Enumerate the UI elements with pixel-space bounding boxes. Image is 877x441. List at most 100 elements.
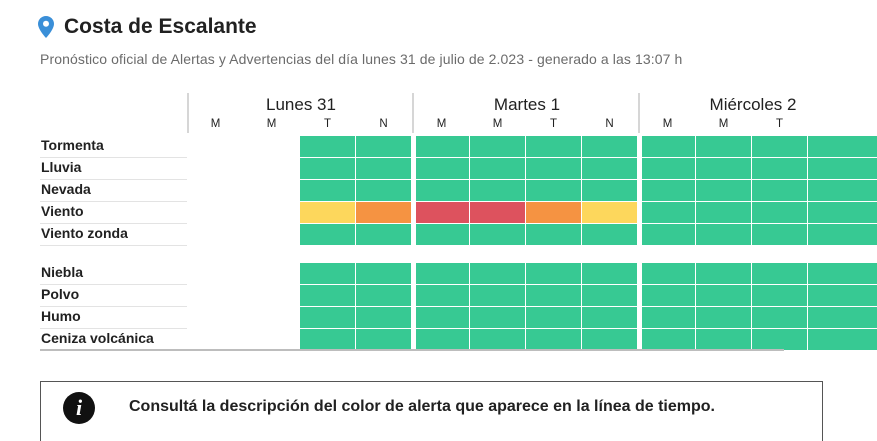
- row-label: Niebla: [41, 264, 84, 280]
- alert-cell-none: [188, 180, 243, 201]
- alert-cell-orange: [356, 202, 411, 223]
- alert-cell-green: [416, 158, 469, 179]
- period-label: M: [266, 118, 277, 130]
- alert-cell-green: [356, 263, 411, 284]
- alert-cell-green: [808, 285, 877, 306]
- alert-cell-none: [244, 224, 299, 245]
- alert-cell-green: [696, 263, 751, 284]
- day-header: Martes 1: [493, 95, 561, 114]
- alert-cell-green: [582, 285, 637, 306]
- period-label: M: [718, 118, 729, 130]
- period-label: M: [436, 118, 447, 130]
- location-pin-icon: [38, 16, 54, 38]
- alert-cell-green: [752, 285, 807, 306]
- alert-cell-green: [470, 307, 525, 328]
- alert-cell-green: [416, 285, 469, 306]
- alert-cell-green: [416, 136, 469, 157]
- alert-cell-green: [356, 158, 411, 179]
- alert-timeline-grid: Lunes 31 M M T N Martes 1 M M T N Miércoles 2 M M T To…: [40, 93, 877, 351]
- alert-cell-green: [300, 329, 355, 350]
- page-header: Costa de Escalante: [38, 13, 257, 41]
- alert-cell-none: [244, 202, 299, 223]
- row-label: Tormenta: [41, 137, 104, 153]
- alert-cell-none: [188, 158, 243, 179]
- day-separator: [187, 93, 189, 133]
- alert-cell-green: [582, 136, 637, 157]
- period-label: T: [323, 118, 332, 130]
- day-separator: [412, 93, 414, 133]
- info-notice: i Consultá la descripción del color de a…: [40, 381, 823, 441]
- alert-cell-none: [188, 224, 243, 245]
- alert-cell-none: [244, 307, 299, 328]
- alert-cell-green: [642, 158, 695, 179]
- alert-cell-green: [642, 136, 695, 157]
- alert-cell-green: [526, 136, 581, 157]
- day-header: Lunes 31: [266, 95, 336, 114]
- row-divider: [40, 245, 187, 246]
- day-separator: [638, 93, 640, 133]
- alert-cell-green: [300, 307, 355, 328]
- alert-cell-none: [244, 329, 299, 350]
- alert-cell-green: [808, 329, 877, 350]
- alert-cell-green: [356, 136, 411, 157]
- row-divider: [40, 284, 187, 285]
- alert-cell-green: [642, 307, 695, 328]
- row-label: Lluvia: [41, 159, 82, 175]
- period-label: M: [210, 118, 221, 130]
- alert-cell-green: [808, 136, 877, 157]
- alert-cell-none: [244, 158, 299, 179]
- alert-cell-green: [696, 202, 751, 223]
- alert-cell-green: [416, 180, 469, 201]
- alert-cell-green: [582, 263, 637, 284]
- row-label: Viento: [41, 203, 84, 219]
- alert-cell-green: [696, 180, 751, 201]
- row-label: Nevada: [41, 181, 91, 197]
- alert-cell-green: [470, 329, 525, 350]
- alert-cell-none: [188, 329, 243, 350]
- info-notice-text: Consultá la descripción del color de ale…: [129, 398, 715, 415]
- alert-cell-none: [244, 180, 299, 201]
- alert-cell-none: [244, 263, 299, 284]
- day-header: Miércoles 2: [709, 95, 797, 114]
- alert-cell-green: [470, 180, 525, 201]
- alert-cell-red: [470, 202, 525, 223]
- alert-cell-green: [752, 263, 807, 284]
- alert-cell-green: [300, 180, 355, 201]
- alert-cell-green: [526, 329, 581, 350]
- alert-cell-green: [808, 158, 877, 179]
- row-divider: [40, 201, 187, 202]
- alert-cell-green: [356, 329, 411, 350]
- alert-cell-green: [526, 158, 581, 179]
- alert-cell-green: [526, 307, 581, 328]
- alert-cell-green: [470, 224, 525, 245]
- period-label: M: [492, 118, 503, 130]
- alert-cell-green: [470, 263, 525, 284]
- row-divider: [40, 179, 187, 180]
- row-divider: [40, 328, 187, 329]
- alert-cell-green: [696, 329, 751, 350]
- alert-cell-green: [808, 180, 877, 201]
- alert-cell-green: [752, 329, 807, 350]
- row-label: Humo: [41, 308, 81, 324]
- alert-cell-green: [696, 285, 751, 306]
- period-label: N: [605, 118, 614, 130]
- alert-cell-yellow: [582, 202, 637, 223]
- alert-cell-green: [808, 202, 877, 223]
- alert-cell-green: [356, 224, 411, 245]
- row-divider: [40, 157, 187, 158]
- alert-cell-green: [582, 307, 637, 328]
- alert-cell-green: [642, 180, 695, 201]
- alert-cell-green: [808, 307, 877, 328]
- alert-cell-green: [300, 285, 355, 306]
- alert-cell-green: [642, 263, 695, 284]
- alert-cell-green: [526, 285, 581, 306]
- period-label: M: [662, 118, 673, 130]
- alert-cell-green: [470, 285, 525, 306]
- alert-cell-green: [356, 307, 411, 328]
- alert-cell-green: [752, 136, 807, 157]
- alert-cell-none: [188, 202, 243, 223]
- alert-cell-none: [244, 136, 299, 157]
- alert-cell-green: [752, 158, 807, 179]
- alert-cell-green: [300, 158, 355, 179]
- alert-cell-green: [356, 180, 411, 201]
